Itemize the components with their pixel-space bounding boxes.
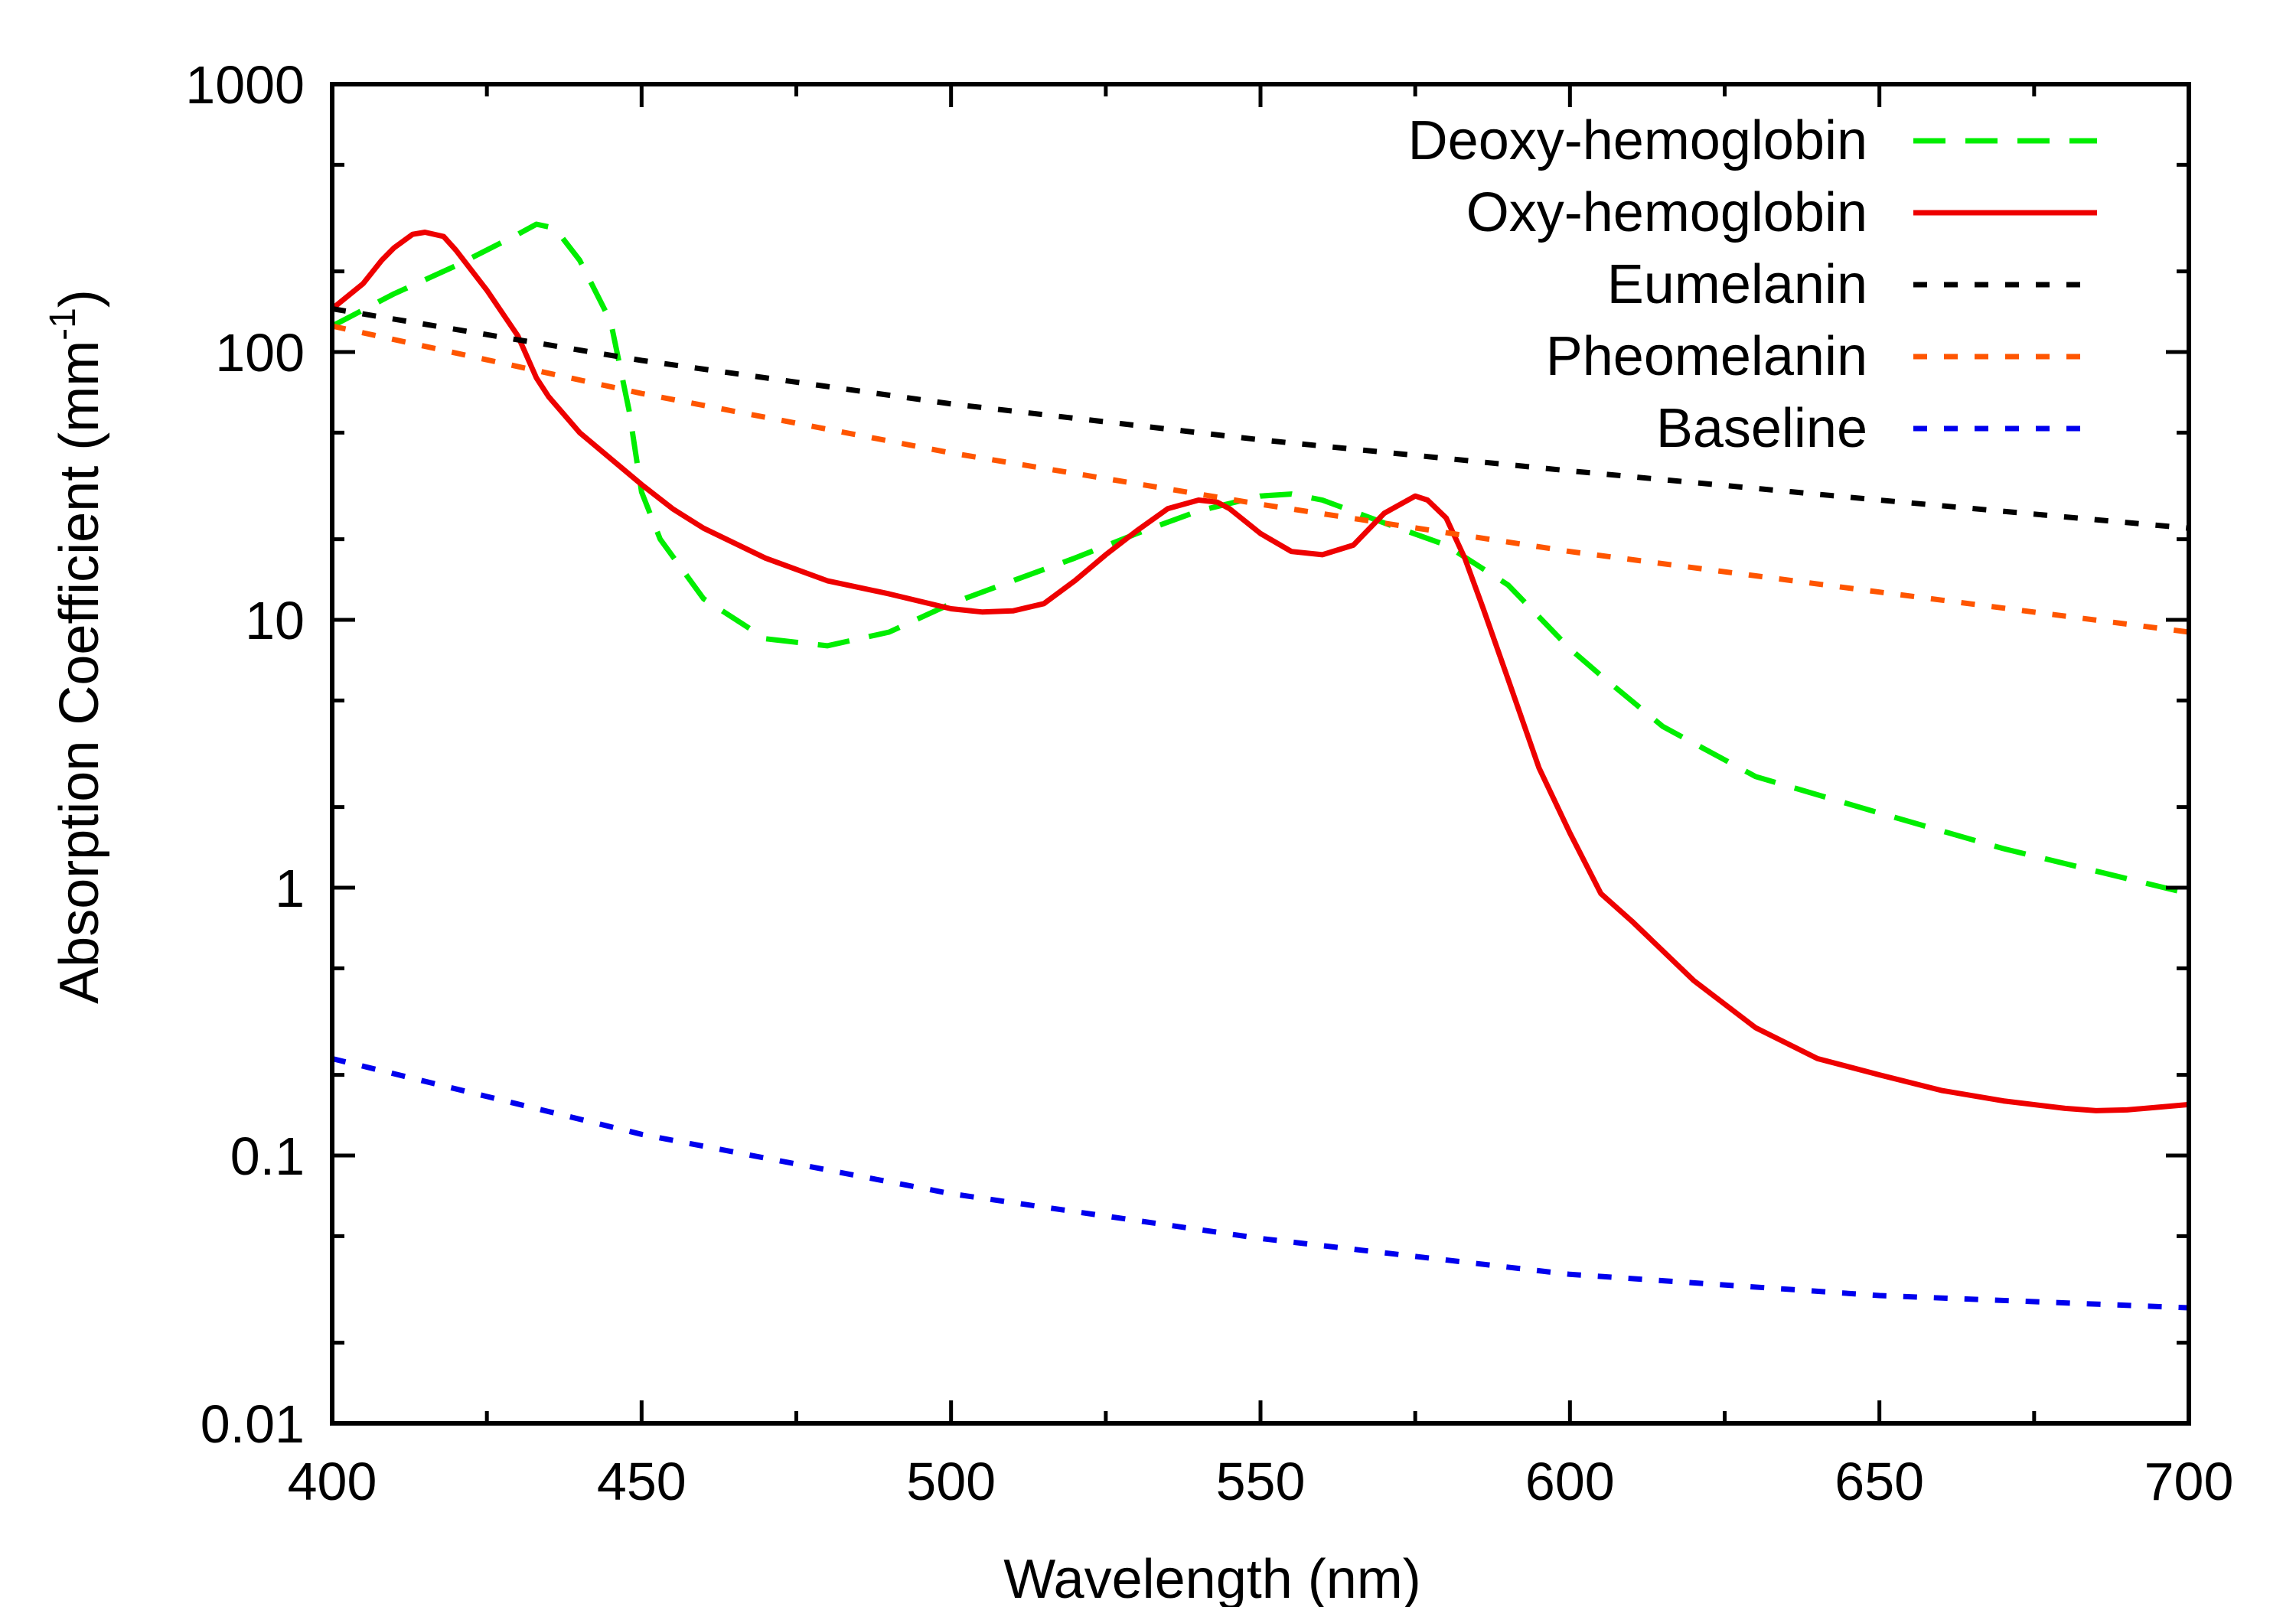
x-tick-label: 550 <box>1216 1452 1306 1511</box>
x-tick-label: 450 <box>597 1452 687 1511</box>
x-tick-label: 650 <box>1835 1452 1924 1511</box>
legend-label-eumelanin: Eumelanin <box>1607 254 1867 315</box>
legend-label-pheomelanin: Pheomelanin <box>1546 326 1867 387</box>
y-axis-title: Absorption Coefficient (mm-1) <box>43 289 110 1004</box>
legend: Deoxy-hemoglobin Oxy-hemoglobin Eumelanin P… <box>1408 110 2097 459</box>
x-axis-title: Wavelength (nm) <box>1003 1549 1421 1607</box>
y-tick-label: 0.01 <box>201 1394 305 1454</box>
plot-frame <box>330 82 2191 1426</box>
x-tick-label: 600 <box>1525 1452 1615 1511</box>
y-tick-label: 1000 <box>185 55 305 115</box>
y-axis-title-close: ) <box>49 289 110 308</box>
series-line-deoxy-hemoglobin <box>332 221 2189 897</box>
series-line-oxy-hemoglobin <box>332 230 2189 1113</box>
y-tick-label: 100 <box>215 323 305 383</box>
x-tick-label: 500 <box>906 1452 996 1511</box>
legend-label-baseline: Baseline <box>1656 398 1867 459</box>
y-axis-title-main: Absorption Coefficient (mm <box>49 341 110 1004</box>
y-tick-label: 0.1 <box>230 1126 305 1186</box>
legend-label-oxy-hemoglobin: Oxy-hemoglobin <box>1466 182 1867 243</box>
y-tick-label: 10 <box>245 591 305 650</box>
legend-label-deoxy-hemoglobin: Deoxy-hemoglobin <box>1408 110 1867 171</box>
axis-ticks <box>330 82 2191 1426</box>
series-line-pheomelanin <box>332 323 2189 635</box>
y-tick-label: 1 <box>275 859 305 918</box>
plot-curves <box>332 221 2189 1311</box>
x-tick-label: 400 <box>288 1452 377 1511</box>
series-line-baseline <box>332 1056 2189 1311</box>
y-axis-title-sup: -1 <box>43 308 83 341</box>
series-line-eumelanin <box>332 306 2189 531</box>
x-tick-label: 700 <box>2144 1452 2234 1511</box>
tick-labels: 400 450 500 550 600 650 700 0.01 0.1 1 10 100 1000 <box>185 55 2233 1511</box>
